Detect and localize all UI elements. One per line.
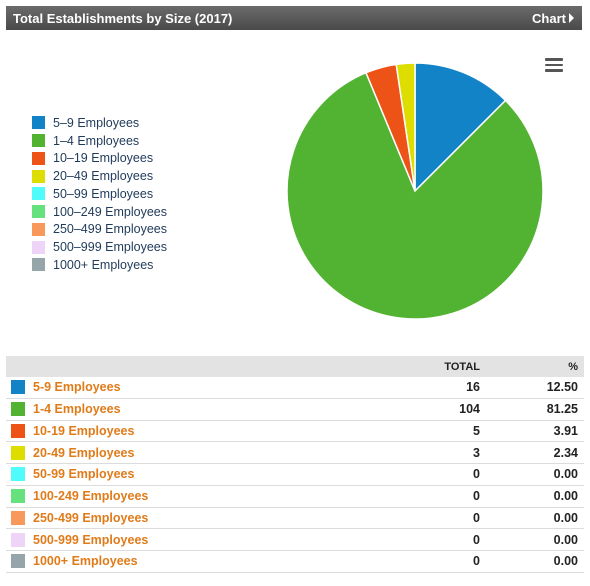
table-row: 1-4 Employees 104 81.25 xyxy=(6,399,584,421)
legend-swatch xyxy=(32,187,45,201)
legend-swatch xyxy=(32,169,45,183)
legend-label: 10–19 Employees xyxy=(53,151,154,166)
table-row: 500-999 Employees 0 0.00 xyxy=(6,529,584,551)
legend-item[interactable]: 1000+ Employees xyxy=(32,256,167,274)
legend-item[interactable]: 10–19 Employees xyxy=(32,150,167,168)
table-row: 100-249 Employees 0 0.00 xyxy=(6,486,584,508)
legend-label: 250–499 Employees xyxy=(53,222,167,237)
row-total: 5 xyxy=(473,423,480,438)
legend-item[interactable]: 500–999 Employees xyxy=(32,238,167,256)
row-swatch xyxy=(11,402,25,417)
pie-chart xyxy=(286,62,544,320)
legend-item[interactable]: 50–99 Employees xyxy=(32,185,167,203)
row-pct: 0.00 xyxy=(553,554,578,569)
data-table: TOTAL % 5-9 Employees 16 12.50 1-4 Employee… xyxy=(6,356,584,573)
caret-right-icon xyxy=(569,13,574,23)
row-total: 0 xyxy=(473,532,480,547)
row-total: 0 xyxy=(473,489,480,504)
row-swatch xyxy=(11,445,25,460)
row-swatch xyxy=(11,380,25,395)
row-swatch xyxy=(11,532,25,547)
row-swatch xyxy=(11,510,25,525)
row-label-cell: 500-999 Employees xyxy=(6,532,418,547)
row-pct: 0.00 xyxy=(553,532,578,547)
chart-title: Total Establishments by Size (2017) xyxy=(13,10,233,26)
row-label-link[interactable]: 10-19 Employees xyxy=(33,423,135,438)
row-label-cell: 10-19 Employees xyxy=(6,423,418,438)
row-pct: 81.25 xyxy=(546,402,578,417)
row-label-cell: 250-499 Employees xyxy=(6,510,418,525)
row-label-cell: 20-49 Employees xyxy=(6,445,418,460)
legend-item[interactable]: 1–4 Employees xyxy=(32,132,167,150)
legend-swatch xyxy=(32,151,45,165)
row-label-cell: 1000+ Employees xyxy=(6,554,418,569)
row-label-link[interactable]: 5-9 Employees xyxy=(33,380,121,395)
table-header: TOTAL % xyxy=(6,356,584,377)
legend-swatch xyxy=(32,116,45,130)
row-label-link[interactable]: 1000+ Employees xyxy=(33,554,138,569)
legend-label: 5–9 Employees xyxy=(53,115,140,130)
row-swatch xyxy=(11,489,25,504)
row-total: 16 xyxy=(466,380,480,395)
column-header-pct: % xyxy=(568,360,578,373)
row-label-link[interactable]: 1-4 Employees xyxy=(33,402,121,417)
row-label-link[interactable]: 50-99 Employees xyxy=(33,467,135,482)
legend-item[interactable]: 250–499 Employees xyxy=(32,221,167,239)
table-body: 5-9 Employees 16 12.50 1-4 Employees 104 81.2… xyxy=(6,377,584,573)
row-label-cell: 5-9 Employees xyxy=(6,380,418,395)
table-row: 1000+ Employees 0 0.00 xyxy=(6,551,584,573)
row-swatch xyxy=(11,554,25,569)
row-total: 0 xyxy=(473,554,480,569)
row-pct: 0.00 xyxy=(553,489,578,504)
row-label-link[interactable]: 100-249 Employees xyxy=(33,489,149,504)
legend-swatch xyxy=(32,258,45,272)
column-header-total: TOTAL xyxy=(444,360,480,373)
row-total: 104 xyxy=(459,402,480,417)
legend-label: 1000+ Employees xyxy=(53,257,154,272)
hamburger-menu-icon[interactable] xyxy=(545,58,565,72)
row-pct: 3.91 xyxy=(553,423,578,438)
row-label-cell: 100-249 Employees xyxy=(6,489,418,504)
legend-swatch xyxy=(32,240,45,254)
row-pct: 12.50 xyxy=(546,380,578,395)
row-label-cell: 1-4 Employees xyxy=(6,402,418,417)
chart-link-label: Chart xyxy=(532,10,566,26)
chart-header: Total Establishments by Size (2017) Char… xyxy=(6,6,582,30)
legend-label: 1–4 Employees xyxy=(53,133,140,148)
row-label-link[interactable]: 20-49 Employees xyxy=(33,445,135,460)
pie-slice[interactable] xyxy=(414,62,507,193)
table-row: 10-19 Employees 5 3.91 xyxy=(6,421,584,443)
table-row: 250-499 Employees 0 0.00 xyxy=(6,508,584,530)
pie-slice[interactable] xyxy=(286,71,544,320)
chart-legend: 5–9 Employees 1–4 Employees 10–19 Employee… xyxy=(32,114,167,274)
row-pct: 2.34 xyxy=(553,445,578,460)
legend-item[interactable]: 20–49 Employees xyxy=(32,167,167,185)
pie-slice[interactable] xyxy=(395,62,416,192)
row-total: 0 xyxy=(473,467,480,482)
row-label-link[interactable]: 500-999 Employees xyxy=(33,532,149,547)
legend-label: 50–99 Employees xyxy=(53,186,154,201)
table-row: 5-9 Employees 16 12.50 xyxy=(6,377,584,399)
row-label-link[interactable]: 250-499 Employees xyxy=(33,510,149,525)
row-label-cell: 50-99 Employees xyxy=(6,467,418,482)
legend-item[interactable]: 5–9 Employees xyxy=(32,114,167,132)
legend-label: 500–999 Employees xyxy=(53,240,167,255)
row-pct: 0.00 xyxy=(553,510,578,525)
row-swatch xyxy=(11,423,25,438)
table-row: 20-49 Employees 3 2.34 xyxy=(6,442,584,464)
row-total: 3 xyxy=(473,445,480,460)
row-swatch xyxy=(11,467,25,482)
row-pct: 0.00 xyxy=(553,467,578,482)
legend-swatch xyxy=(32,134,45,148)
table-row: 50-99 Employees 0 0.00 xyxy=(6,464,584,486)
legend-swatch xyxy=(32,205,45,219)
legend-swatch xyxy=(32,222,45,236)
legend-label: 100–249 Employees xyxy=(53,204,167,219)
row-total: 0 xyxy=(473,510,480,525)
legend-label: 20–49 Employees xyxy=(53,169,154,184)
chart-link[interactable]: Chart xyxy=(532,11,574,26)
legend-item[interactable]: 100–249 Employees xyxy=(32,203,167,221)
